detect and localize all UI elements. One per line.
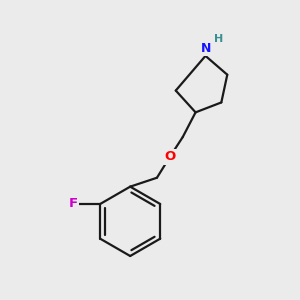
Text: F: F <box>69 197 78 211</box>
Text: N: N <box>201 42 212 56</box>
Text: O: O <box>164 150 176 164</box>
Text: H: H <box>214 34 223 44</box>
